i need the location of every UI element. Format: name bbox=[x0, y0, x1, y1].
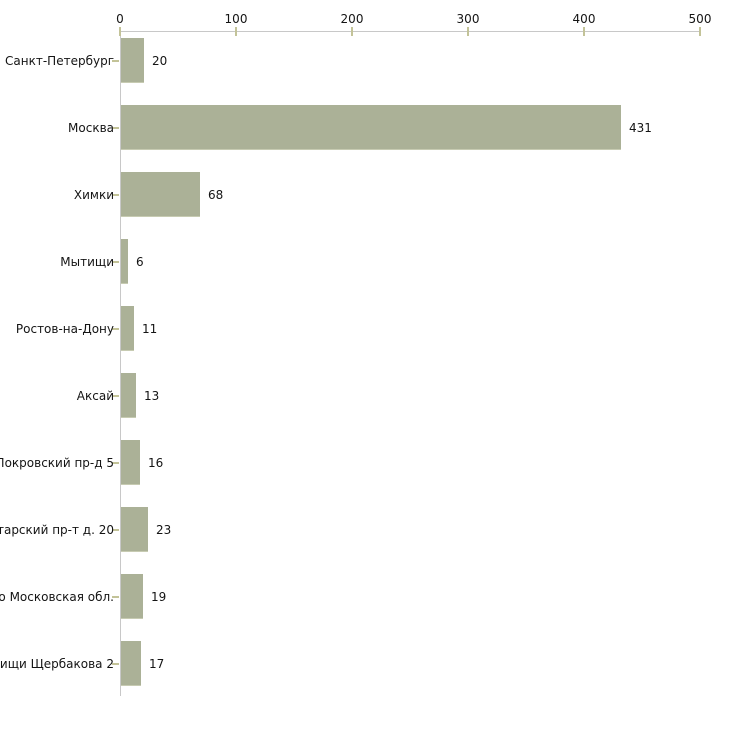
category-tick-mark bbox=[112, 595, 119, 598]
x-tick-mark bbox=[351, 27, 353, 36]
bar bbox=[121, 172, 200, 217]
value-label: 6 bbox=[136, 254, 144, 269]
value-label: 20 bbox=[152, 53, 168, 68]
x-tick-label: 0 bbox=[116, 12, 124, 26]
bar bbox=[121, 507, 148, 552]
bar bbox=[121, 641, 141, 686]
value-label: 11 bbox=[142, 321, 158, 336]
x-tick-label: 300 bbox=[456, 12, 480, 26]
category-tick-mark bbox=[112, 126, 119, 129]
category-tick-mark bbox=[112, 260, 119, 263]
x-axis-line bbox=[120, 31, 701, 32]
bar bbox=[121, 373, 136, 418]
category-label: й Покровский пр-д 5 bbox=[0, 455, 114, 470]
bar bbox=[121, 574, 143, 619]
value-label: 13 bbox=[144, 388, 160, 403]
x-tick-label: 500 bbox=[688, 12, 712, 26]
x-tick-mark bbox=[699, 27, 701, 36]
category-tick-mark bbox=[112, 193, 119, 196]
category-label: ино Московская обл. bbox=[0, 589, 114, 604]
y-axis-line bbox=[120, 31, 121, 696]
bar bbox=[121, 239, 128, 284]
category-label: Санкт-Петербург bbox=[5, 53, 114, 68]
category-tick-mark bbox=[112, 59, 119, 62]
bar bbox=[121, 105, 621, 150]
category-label: летарский пр-т д. 20 bbox=[0, 522, 114, 537]
x-tick-mark bbox=[119, 27, 121, 36]
category-tick-mark bbox=[112, 528, 119, 531]
value-label: 16 bbox=[148, 455, 164, 470]
value-label: 68 bbox=[208, 187, 224, 202]
category-label: Москва bbox=[68, 120, 114, 135]
category-label: Мытищи Щербакова 2 bbox=[0, 656, 114, 671]
category-label: Ростов-на-Дону bbox=[15, 321, 114, 336]
bar bbox=[121, 306, 134, 351]
x-tick-label: 200 bbox=[340, 12, 364, 26]
x-tick-label: 100 bbox=[224, 12, 248, 26]
value-label: 19 bbox=[151, 589, 167, 604]
value-label: 23 bbox=[156, 522, 172, 537]
bar bbox=[121, 440, 140, 485]
category-tick-mark bbox=[112, 394, 119, 397]
category-tick-mark bbox=[112, 461, 119, 464]
x-tick-mark bbox=[583, 27, 585, 36]
x-tick-mark bbox=[235, 27, 237, 36]
bar bbox=[121, 38, 144, 83]
category-label: Химки bbox=[73, 187, 114, 202]
value-label: 17 bbox=[149, 656, 165, 671]
x-tick-label: 400 bbox=[572, 12, 596, 26]
category-tick-mark bbox=[112, 327, 119, 330]
category-label: Аксай bbox=[76, 388, 114, 403]
value-label: 431 bbox=[629, 120, 652, 135]
category-label: Мытищи bbox=[60, 254, 114, 269]
category-tick-mark bbox=[112, 662, 119, 665]
x-tick-mark bbox=[467, 27, 469, 36]
